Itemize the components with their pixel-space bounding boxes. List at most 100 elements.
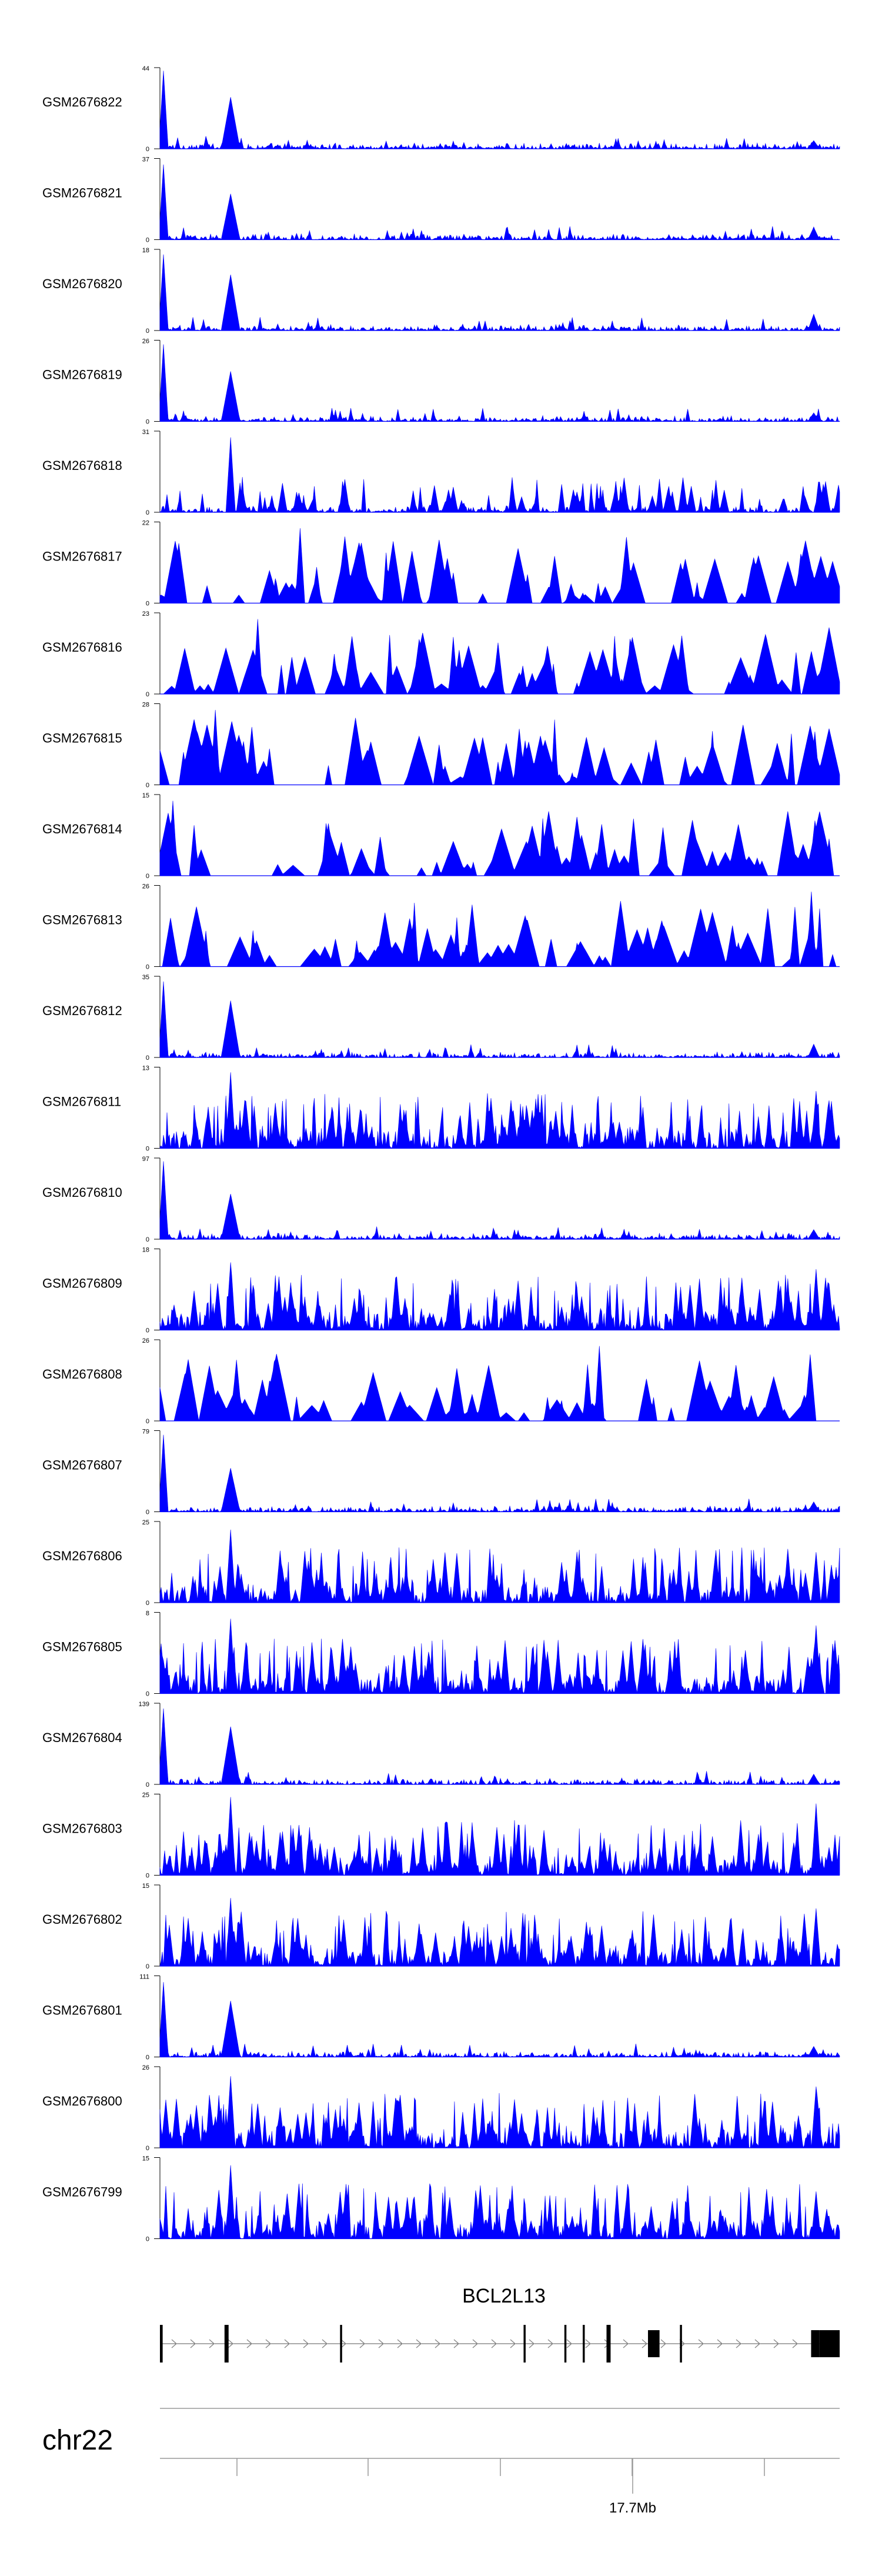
strand-arrow-icon [736,2339,742,2348]
track-label: GSM2676806 [42,1549,122,1563]
y-min-tick-label: 0 [146,328,149,335]
track-GSM2676802: GSM2676802 15 0 [42,1883,840,1970]
track-GSM2676803: GSM2676803 25 0 [42,1792,840,1880]
strand-arrow-icon [397,2339,403,2348]
coverage-area [159,1434,840,1513]
track-label: GSM2676813 [42,913,122,927]
coverage-area [159,1797,840,1876]
track-label: GSM2676821 [42,186,122,201]
strand-arrow-icon [453,2339,460,2348]
strand-arrow-icon [378,2339,385,2348]
y-min-tick-label: 0 [146,1781,149,1788]
strand-arrow-icon [228,2339,234,2348]
y-max-tick-label: 26 [142,883,149,890]
exon-block [340,2325,342,2363]
track-label: GSM2676802 [42,1912,122,1927]
strand-arrow-icon [209,2339,215,2348]
exon-block [606,2325,611,2363]
coverage-area [159,1619,840,1694]
y-min-tick-label: 0 [146,237,149,244]
y-min-tick-label: 0 [146,964,149,971]
y-max-tick-label: 31 [142,429,149,436]
track-GSM2676821: GSM2676821 37 0 [42,156,840,244]
y-min-tick-label: 0 [146,1327,149,1334]
strand-arrow-icon [585,2339,592,2348]
coverage-area [160,892,840,967]
y-min-tick-label: 0 [146,1509,149,1516]
y-max-tick-label: 35 [142,974,149,981]
track-label: GSM2676814 [42,822,122,836]
track-GSM2676813: GSM2676813 26 0 [42,883,840,971]
coverage-area [159,254,840,332]
y-max-tick-label: 8 [146,1610,149,1617]
track-GSM2676809: GSM2676809 18 0 [42,1247,840,1334]
exon-block [583,2325,585,2363]
y-min-tick-label: 0 [146,1418,149,1425]
y-min-tick-label: 0 [146,873,149,880]
track-label: GSM2676812 [42,1003,122,1018]
coverage-area [159,71,840,149]
coverage-area [160,619,840,695]
coverage-area [159,1898,840,1967]
track-label: GSM2676819 [42,368,122,382]
coverage-area [159,1161,840,1240]
track-GSM2676822: GSM2676822 44 0 [42,65,840,153]
y-max-tick-label: 23 [142,610,149,618]
track-label: GSM2676822 [42,95,122,109]
y-max-tick-label: 44 [142,65,149,72]
track-GSM2676815: GSM2676815 28 0 [42,702,840,789]
y-min-tick-label: 0 [146,691,149,698]
coverage-area [159,1346,840,1422]
strand-arrow-icon [566,2339,573,2348]
chromosome-label: chr22 [42,2425,113,2456]
gene-annotation-track: BCL2L13 [160,2285,840,2363]
coverage-area [159,528,840,604]
track-label: GSM2676810 [42,1185,122,1200]
y-min-tick-label: 0 [146,509,149,516]
y-min-tick-label: 0 [146,1963,149,1970]
track-GSM2676800: GSM2676800 26 0 [42,2064,840,2152]
strand-arrow-icon [717,2339,723,2348]
coverage-area [159,1072,840,1149]
strand-arrow-icon [340,2339,347,2348]
track-GSM2676811: GSM2676811 13 0 [42,1065,840,1153]
coverage-area [159,437,840,513]
track-GSM2676818: GSM2676818 31 0 [42,429,840,516]
exon-block [523,2325,526,2363]
y-min-tick-label: 0 [146,1691,149,1698]
coverage-area [159,1982,840,2058]
coverage-area [159,710,840,786]
y-min-tick-label: 0 [146,600,149,608]
strand-arrow-icon [284,2339,290,2348]
y-max-tick-label: 26 [142,2064,149,2071]
coverage-area [159,1529,840,1603]
y-min-tick-label: 0 [146,419,149,426]
exon-block [648,2330,660,2357]
track-GSM2676799: GSM2676799 15 0 [42,2155,840,2243]
track-GSM2676806: GSM2676806 25 0 [42,1519,840,1607]
strand-arrow-icon [754,2339,761,2348]
coverage-area [159,2076,840,2148]
track-label: GSM2676809 [42,1276,122,1291]
track-label: GSM2676804 [42,1730,122,1745]
track-GSM2676819: GSM2676819 26 0 [42,338,840,426]
y-min-tick-label: 0 [146,1055,149,1062]
track-label: GSM2676817 [42,549,122,564]
track-label: GSM2676803 [42,1821,122,1836]
y-min-tick-label: 0 [146,2236,149,2243]
strand-arrow-icon [529,2339,535,2348]
coverage-area [159,164,840,241]
y-max-tick-label: 97 [142,1156,149,1163]
track-GSM2676808: GSM2676808 26 0 [42,1337,840,1425]
strand-arrow-icon [265,2339,272,2348]
track-label: GSM2676807 [42,1458,122,1473]
strand-arrow-icon [246,2339,253,2348]
y-min-tick-label: 0 [146,1146,149,1153]
y-max-tick-label: 79 [142,1429,149,1436]
track-GSM2676801: GSM2676801 111 0 [42,1974,840,2061]
y-max-tick-label: 26 [142,338,149,345]
track-GSM2676812: GSM2676812 35 0 [42,974,840,1062]
strand-arrow-icon [303,2339,309,2348]
exon-block [160,2325,163,2363]
y-max-tick-label: 26 [142,1337,149,1344]
